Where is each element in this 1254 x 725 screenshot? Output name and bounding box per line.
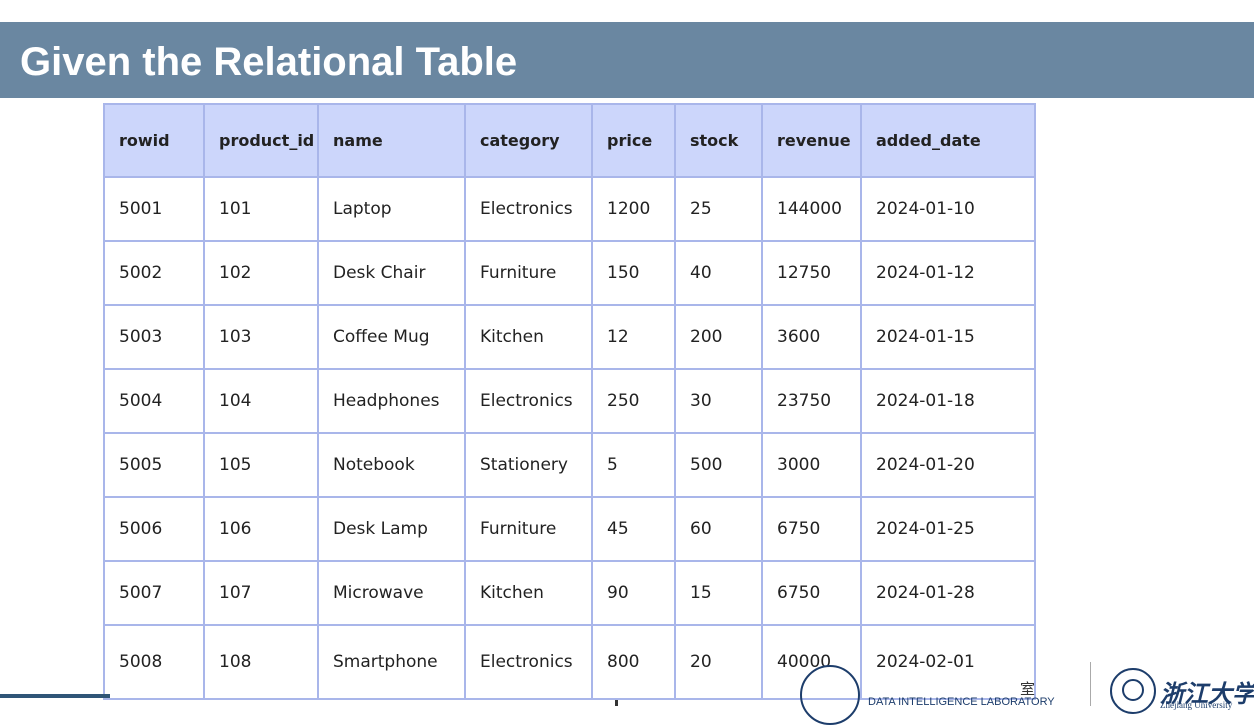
table-cell: 20	[674, 624, 763, 700]
table-cell: 90	[591, 560, 676, 626]
table-cell: Kitchen	[464, 560, 593, 626]
table-row: 5003 103 Coffee Mug Kitchen 12 200 3600 …	[103, 304, 1036, 370]
footer-mark	[615, 700, 618, 706]
table-cell: 5004	[103, 368, 205, 434]
table-cell: 5005	[103, 432, 205, 498]
table-cell: 6750	[761, 496, 862, 562]
table-cell: 2024-01-18	[860, 368, 1036, 434]
table-cell: 2024-01-10	[860, 176, 1036, 242]
table-cell: 5002	[103, 240, 205, 306]
table-cell: 6750	[761, 560, 862, 626]
table-row: 5002 102 Desk Chair Furniture 150 40 127…	[103, 240, 1036, 306]
table-cell: Electronics	[464, 368, 593, 434]
table-cell: Desk Chair	[317, 240, 466, 306]
column-header: stock	[674, 103, 763, 178]
table-cell: 5006	[103, 496, 205, 562]
table-cell: 107	[203, 560, 319, 626]
table-cell: 12750	[761, 240, 862, 306]
table-cell: 101	[203, 176, 319, 242]
table-cell: 106	[203, 496, 319, 562]
table-cell: 2024-01-20	[860, 432, 1036, 498]
university-name-en: Zhejiang University	[1160, 700, 1233, 710]
university-name-cn: 浙江大学	[1160, 679, 1254, 708]
table-cell: 2024-01-25	[860, 496, 1036, 562]
table-cell: Electronics	[464, 176, 593, 242]
relational-table: rowid product_id name category price sto…	[103, 103, 1036, 700]
table-cell: 1200	[591, 176, 676, 242]
table-cell: 102	[203, 240, 319, 306]
table-cell: Furniture	[464, 240, 593, 306]
table-cell: 500	[674, 432, 763, 498]
page-title: Given the Relational Table	[20, 40, 518, 84]
table-cell: Furniture	[464, 496, 593, 562]
table-cell: Laptop	[317, 176, 466, 242]
table-cell: Desk Lamp	[317, 496, 466, 562]
table-row: 5007 107 Microwave Kitchen 90 15 6750 20…	[103, 560, 1036, 626]
footer-divider	[1090, 662, 1091, 706]
table-cell: 5001	[103, 176, 205, 242]
table-cell: Microwave	[317, 560, 466, 626]
column-header: price	[591, 103, 676, 178]
column-header: product_id	[203, 103, 319, 178]
column-header: category	[464, 103, 593, 178]
table-cell: 108	[203, 624, 319, 700]
table-cell: 25	[674, 176, 763, 242]
table-cell: 2024-02-01	[860, 624, 1036, 700]
table-row: 5008 108 Smartphone Electronics 800 20 4…	[103, 624, 1036, 700]
table-cell: Kitchen	[464, 304, 593, 370]
table-cell: Coffee Mug	[317, 304, 466, 370]
table-cell: 3600	[761, 304, 862, 370]
lab-name-cn: 室	[1020, 680, 1042, 698]
column-header: name	[317, 103, 466, 178]
column-header: revenue	[761, 103, 862, 178]
table-cell: Smartphone	[317, 624, 466, 700]
table-cell: 150	[591, 240, 676, 306]
table-cell: 2024-01-12	[860, 240, 1036, 306]
table-cell: 30	[674, 368, 763, 434]
university-seal-icon	[1110, 668, 1156, 714]
table-cell: Notebook	[317, 432, 466, 498]
lab-name-en: DATA INTELLIGENCE LABORATORY	[868, 696, 1055, 708]
table-cell: 15	[674, 560, 763, 626]
table-row: 5001 101 Laptop Electronics 1200 25 1440…	[103, 176, 1036, 242]
table-cell: 5007	[103, 560, 205, 626]
table-cell: 250	[591, 368, 676, 434]
table-cell: 12	[591, 304, 676, 370]
table-cell: 105	[203, 432, 319, 498]
table-row: 5005 105 Notebook Stationery 5 500 3000 …	[103, 432, 1036, 498]
table-cell: 40	[674, 240, 763, 306]
table-cell: 800	[591, 624, 676, 700]
table-cell: 3000	[761, 432, 862, 498]
bottom-accent-rule	[0, 694, 110, 698]
table-cell: 5003	[103, 304, 205, 370]
table-cell: Stationery	[464, 432, 593, 498]
table-header-row: rowid product_id name category price sto…	[103, 103, 1036, 178]
table-cell: 2024-01-15	[860, 304, 1036, 370]
table-cell: Headphones	[317, 368, 466, 434]
table-cell: 104	[203, 368, 319, 434]
table-cell: 103	[203, 304, 319, 370]
title-bar: Given the Relational Table	[0, 22, 1254, 98]
table-cell: 200	[674, 304, 763, 370]
table-cell: 5	[591, 432, 676, 498]
table-cell: 2024-01-28	[860, 560, 1036, 626]
column-header: added_date	[860, 103, 1036, 178]
table-cell: Electronics	[464, 624, 593, 700]
table-row: 5004 104 Headphones Electronics 250 30 2…	[103, 368, 1036, 434]
column-header: rowid	[103, 103, 205, 178]
table-cell: 60	[674, 496, 763, 562]
table-cell: 144000	[761, 176, 862, 242]
lab-logo-icon	[800, 665, 860, 725]
table-cell: 5008	[103, 624, 205, 700]
table-cell: 23750	[761, 368, 862, 434]
table-cell: 45	[591, 496, 676, 562]
table-row: 5006 106 Desk Lamp Furniture 45 60 6750 …	[103, 496, 1036, 562]
